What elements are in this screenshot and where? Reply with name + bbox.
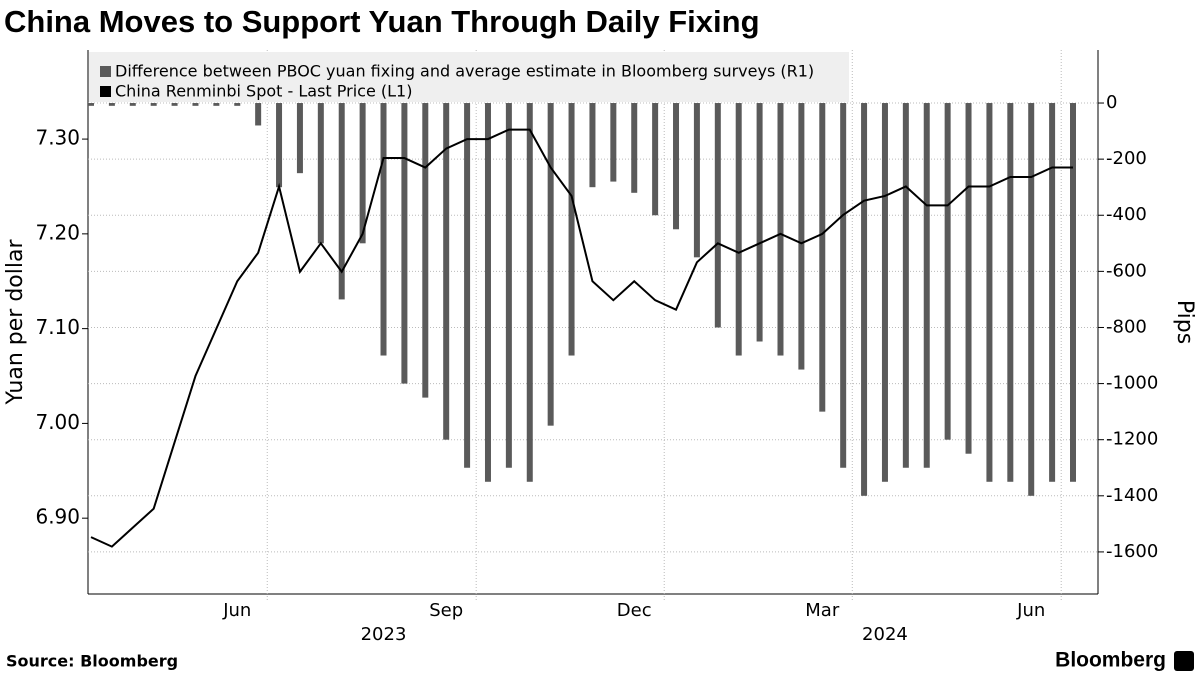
bar xyxy=(255,103,262,126)
bar xyxy=(819,103,826,412)
y-tick-label: 7.00 xyxy=(35,410,80,434)
bar xyxy=(338,103,345,300)
y2-tick-label: -1000 xyxy=(1106,373,1158,394)
bar xyxy=(171,103,178,106)
bar xyxy=(422,103,429,398)
bar xyxy=(610,103,617,182)
bar xyxy=(150,103,157,106)
source: Source: Bloomberg xyxy=(6,652,178,671)
bar xyxy=(484,103,491,482)
bar xyxy=(589,103,596,188)
x-year-label: 2023 xyxy=(361,624,407,645)
y2-tick-label: -1200 xyxy=(1106,429,1158,450)
bar xyxy=(631,103,638,193)
bar xyxy=(965,103,972,454)
bar xyxy=(213,103,220,106)
bar xyxy=(317,103,324,244)
x-tick-label: Dec xyxy=(617,600,652,621)
y2-axis-label: Pips xyxy=(1172,300,1197,344)
bar xyxy=(568,103,575,356)
y-tick-label: 6.90 xyxy=(35,505,80,529)
bar xyxy=(735,103,742,356)
bar xyxy=(1007,103,1014,482)
line xyxy=(90,128,1073,548)
legend-label: Difference between PBOC yuan fixing and … xyxy=(115,62,814,81)
bar xyxy=(88,103,94,106)
bar xyxy=(129,103,136,106)
bar xyxy=(1049,103,1056,482)
bar xyxy=(652,103,659,216)
bar xyxy=(861,103,868,496)
legend-box xyxy=(89,52,849,102)
y2-tick-label: -400 xyxy=(1106,204,1147,225)
legend-label: China Renminbi Spot - Last Price (L1) xyxy=(115,82,412,101)
bar xyxy=(276,103,283,188)
y2-tick-label: -1600 xyxy=(1106,541,1158,562)
x-year-label: 2024 xyxy=(862,624,908,645)
y-tick-label: 7.30 xyxy=(35,126,80,150)
bar xyxy=(380,103,387,356)
bar xyxy=(547,103,554,426)
chart-title: China Moves to Support Yuan Through Dail… xyxy=(4,4,760,39)
bar xyxy=(505,103,512,468)
y2-tick-label: -1400 xyxy=(1106,485,1158,506)
bar xyxy=(359,103,366,244)
x-tick-label: Sep xyxy=(429,600,463,621)
logo-icon xyxy=(1174,651,1194,671)
y2-tick-label: -800 xyxy=(1106,316,1147,337)
bar xyxy=(714,103,721,328)
y2-tick-label: -600 xyxy=(1106,260,1147,281)
y-tick-label: 7.10 xyxy=(35,315,80,339)
legend-swatch xyxy=(100,86,111,97)
bar xyxy=(944,103,951,440)
x-tick-label: Jun xyxy=(1016,600,1045,621)
y2-tick-label: 0 xyxy=(1106,92,1117,113)
bar xyxy=(192,103,199,106)
bar xyxy=(902,103,909,468)
bar xyxy=(840,103,847,468)
bar xyxy=(1070,103,1076,482)
legend-swatch xyxy=(100,66,111,77)
y-tick-label: 7.20 xyxy=(35,220,80,244)
x-tick-label: Jun xyxy=(222,600,251,621)
bar xyxy=(296,103,303,174)
bar xyxy=(693,103,700,258)
bar xyxy=(798,103,805,370)
y2-tick-label: -200 xyxy=(1106,148,1147,169)
bar xyxy=(756,103,763,342)
bar xyxy=(881,103,888,482)
bar xyxy=(777,103,784,356)
bar xyxy=(108,103,115,106)
bar xyxy=(401,103,408,384)
bar xyxy=(673,103,680,230)
bar xyxy=(923,103,930,468)
logo: Bloomberg xyxy=(1055,649,1166,672)
bar xyxy=(234,103,241,106)
x-tick-label: Mar xyxy=(805,600,840,621)
bar xyxy=(1028,103,1035,496)
bar xyxy=(526,103,533,482)
bar xyxy=(464,103,471,468)
y-axis-label: Yuan per dollar xyxy=(3,239,28,406)
bar xyxy=(443,103,450,440)
bar xyxy=(986,103,993,482)
